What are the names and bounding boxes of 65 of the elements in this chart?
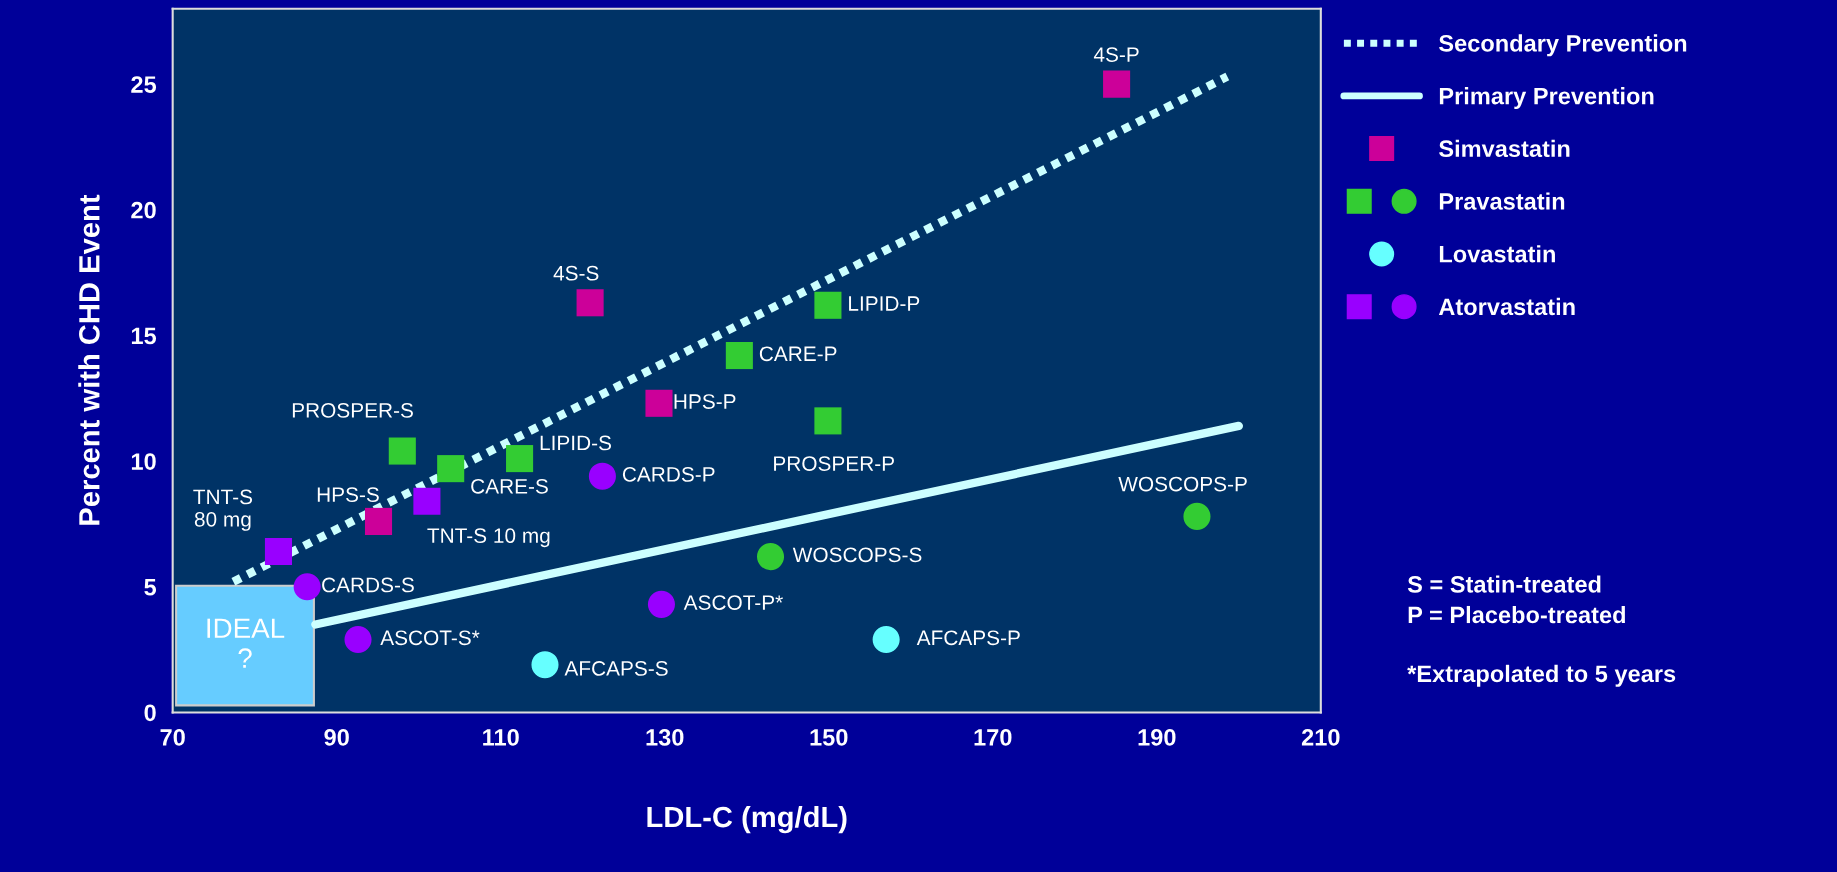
annotation: IDEAL ? <box>207 618 285 668</box>
point <box>388 437 416 465</box>
annotation: CARDS-S <box>322 577 414 593</box>
point <box>364 507 393 535</box>
point <box>531 651 559 679</box>
y-axis-title: Percent with CHD Event <box>78 194 100 525</box>
annotation: PROSPER-S <box>292 403 413 418</box>
annotation: ASCOT-S* <box>380 630 480 646</box>
annotation: LIPID-P <box>849 296 920 311</box>
point <box>814 407 842 435</box>
annotation: PROSPER-P <box>774 456 894 471</box>
annotation: CARE-S <box>471 478 548 494</box>
annotation: AFCAPS-S <box>564 661 668 676</box>
x-tick-label: 130 <box>646 729 684 746</box>
annotation: 4S-P <box>1093 47 1139 62</box>
point <box>725 342 753 370</box>
annotation: HPS-P <box>674 394 736 409</box>
point <box>344 626 372 654</box>
point <box>413 487 441 515</box>
annotation: HPS-S <box>317 487 379 503</box>
point <box>756 543 785 571</box>
x-tick-label: 170 <box>974 729 1012 746</box>
point <box>506 445 534 473</box>
annotation: WOSCOPS-P <box>1118 476 1247 492</box>
y-tick-label: 5 <box>144 579 157 596</box>
legend-label: Lovastatin <box>1439 245 1555 263</box>
annotation: AFCAPS-P <box>916 630 1020 646</box>
annotation: CARE-P <box>759 346 837 362</box>
annotation: ASCOT-P* <box>683 595 783 610</box>
point <box>647 590 675 618</box>
point <box>872 626 900 654</box>
x-tick-label: 90 <box>324 729 349 746</box>
x-tick-label: 190 <box>1138 729 1176 746</box>
annotation: WOSCOPS-S <box>792 547 922 563</box>
x-tick-label: 70 <box>160 729 185 746</box>
x-axis-title: LDL-C (mg/dL) <box>647 805 847 834</box>
point <box>645 389 673 417</box>
x-tick-label: 110 <box>483 729 519 746</box>
point <box>437 455 465 483</box>
x-tick-label: 150 <box>810 729 848 746</box>
y-tick-label: 10 <box>131 453 156 470</box>
annotation: TNT-S 10 mg <box>427 528 550 548</box>
point <box>293 573 321 601</box>
annotation: LIPID-S <box>540 435 611 451</box>
y-tick-label: 25 <box>131 76 157 93</box>
annotation: CARDS-P <box>622 467 715 482</box>
point <box>264 538 293 566</box>
annotation: 4S-S <box>553 265 599 281</box>
legend-label: Pravastatin <box>1439 192 1565 210</box>
legend-label: Secondary Prevention <box>1439 34 1687 57</box>
y-tick-label: 0 <box>144 704 156 722</box>
point <box>576 289 604 317</box>
annotation: TNT-S 80 mg <box>193 489 253 531</box>
y-tick-label: 15 <box>131 327 157 345</box>
y-tick-label: 20 <box>131 201 156 219</box>
legend-label: Atorvastatin <box>1438 297 1575 316</box>
text: S = Statin-treated P = Placebo-treated <box>1407 575 1625 624</box>
point <box>1103 70 1131 98</box>
point <box>1183 502 1211 530</box>
text: *Extrapolated to 5 years <box>1407 664 1676 687</box>
x-tick-label: 210 <box>1301 729 1340 746</box>
point <box>588 462 616 490</box>
point <box>814 291 842 319</box>
legend-label: Simvastatin <box>1439 139 1570 158</box>
legend-label: Primary Prevention <box>1439 87 1654 110</box>
